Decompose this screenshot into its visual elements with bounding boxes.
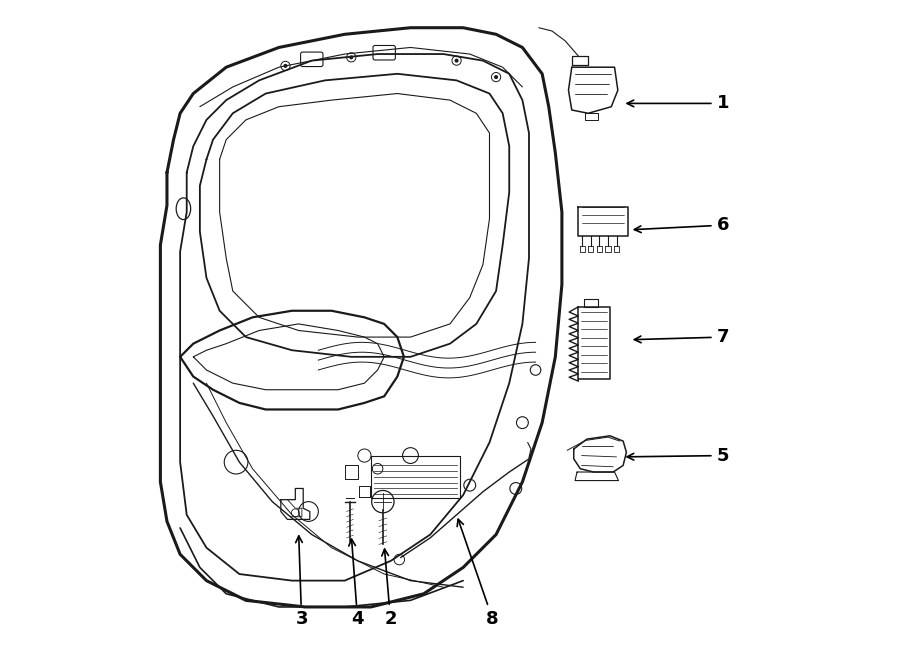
Text: 2: 2 (382, 549, 397, 628)
Text: 3: 3 (295, 536, 308, 628)
Text: 1: 1 (627, 95, 729, 112)
Text: 5: 5 (627, 447, 729, 465)
Circle shape (372, 490, 394, 513)
Text: 8: 8 (457, 519, 499, 628)
Circle shape (350, 56, 353, 59)
Circle shape (455, 59, 458, 62)
Circle shape (495, 76, 498, 79)
Text: 4: 4 (349, 539, 364, 628)
Text: 7: 7 (634, 328, 729, 346)
Text: 6: 6 (634, 216, 729, 234)
Circle shape (284, 65, 287, 67)
